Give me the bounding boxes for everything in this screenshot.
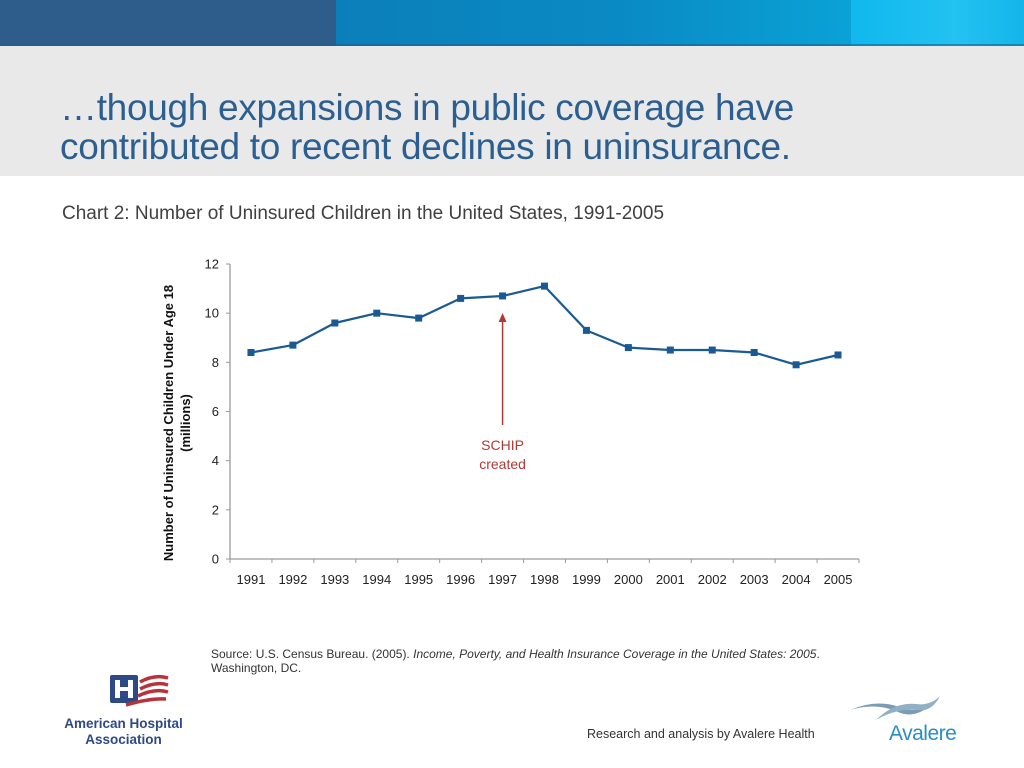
source-note: Source: U.S. Census Bureau. (2005). Inco… [211,647,831,675]
source-suffix: . Washington, DC. [211,647,820,675]
aha-logo-text: American Hospital Association [56,716,191,748]
data-point-marker [834,351,842,359]
x-tick-label: 1994 [362,572,391,587]
x-tick-label: 2001 [656,572,685,587]
data-point-marker [541,282,548,290]
data-point-marker [331,319,339,327]
data-point-marker [750,349,758,356]
y-tick-label: 4 [212,453,219,468]
chart-caption: Chart 2: Number of Uninsured Children in… [62,203,665,224]
x-tick-label: 1998 [530,572,559,587]
header-band-mid [336,0,851,46]
data-point-marker [624,344,632,352]
chart-annotations: SCHIP created [479,312,526,472]
header-band-light [851,0,1024,46]
slide-title: …though expansions in public coverage ha… [60,88,960,166]
header-banner [0,0,1024,46]
header-divider [0,44,1024,46]
x-tick-label: 2005 [824,572,853,587]
x-tick-label: 2000 [614,572,643,587]
aha-logo [110,674,169,707]
annotation-label-line-2: created [479,456,526,472]
data-point-marker [415,314,423,322]
annotation-label-line-1: SCHIP [481,437,524,453]
y-tick-label: 12 [205,257,219,272]
aha-flag-stripe-icon [139,674,169,684]
data-point-marker [582,326,590,334]
source-prefix: Source: U.S. Census Bureau. (2005). [211,647,414,661]
data-point-marker [792,361,800,369]
y-tick-label: 10 [205,306,219,321]
source-title: Income, Poverty, and Health Insurance Co… [413,647,817,661]
slide-title-line-1: …though expansions in public coverage ha… [60,87,795,128]
chart-series [247,282,842,369]
title-band [0,46,1024,176]
y-axis-label: Number of Uninsured Children Under Age 1… [161,285,193,561]
x-tick-label: 1995 [404,572,433,587]
arrow-up-icon [498,312,507,322]
x-tick-label: 2004 [782,572,811,587]
aha-logo-line-1: American Hospital [64,716,183,731]
x-tick-label: 1993 [320,572,349,587]
header-band-dark [0,0,336,46]
y-axis-label-line-2: (millions) [178,394,193,452]
chart-axes: 0 2 4 6 8 10 12 1991 1992 1993 1994 1995 1996 1997 199… [205,257,860,587]
y-tick-label: 6 [212,404,219,419]
x-tick-label: 2002 [698,572,727,587]
data-point-marker [289,341,297,349]
data-point-marker [499,292,507,300]
series-line [250,285,839,366]
x-tick-label: 1992 [278,572,307,587]
y-axis-label-line-1: Number of Uninsured Children Under Age 1… [161,285,176,561]
y-tick-label: 0 [212,552,219,567]
data-point-marker [247,349,255,356]
avalere-wave-icon [850,696,940,720]
credit-text: Research and analysis by Avalere Health [587,727,815,741]
data-point-marker [457,294,465,302]
x-tick-label: 1996 [446,572,475,587]
x-tick-label: 1999 [572,572,601,587]
y-tick-label: 2 [212,502,219,517]
avalere-logo-text: Avalere [889,722,957,745]
slide-title-line-2: contributed to recent declines in uninsu… [60,126,791,167]
x-tick-label: 2003 [740,572,769,587]
x-tick-label: 1997 [488,572,517,587]
aha-logo-line-2: Association [85,732,162,747]
x-tick-label: 1991 [237,572,266,587]
data-point-marker [373,309,381,317]
data-point-marker [666,346,674,354]
y-tick-label: 8 [212,355,219,370]
data-point-marker [708,346,716,354]
